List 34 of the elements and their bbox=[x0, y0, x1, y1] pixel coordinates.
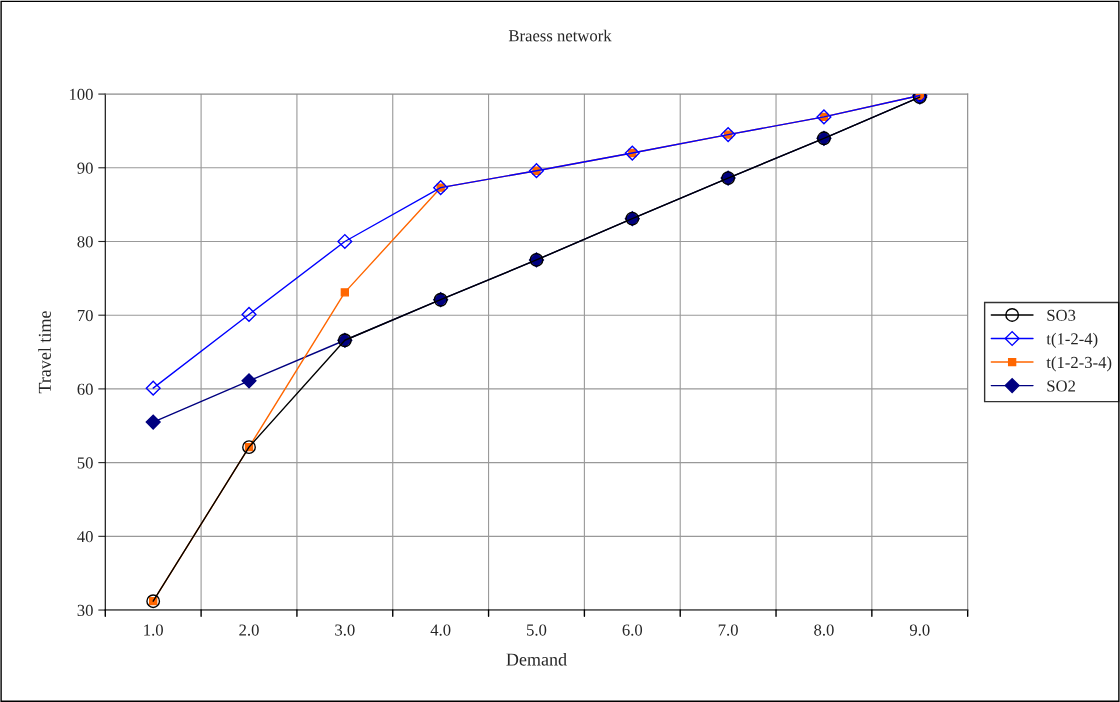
point bbox=[340, 288, 350, 297]
point bbox=[433, 180, 449, 196]
x-tick-label: 3.0 bbox=[335, 624, 355, 636]
x-tick-label: 8.0 bbox=[814, 624, 834, 636]
y-tick-label: 50 bbox=[77, 457, 93, 469]
x-tick-label: 7.0 bbox=[718, 624, 738, 636]
point bbox=[624, 145, 640, 161]
x-tick-label: 1.0 bbox=[144, 624, 163, 636]
legend-label: SO2 bbox=[1047, 380, 1076, 392]
point bbox=[241, 373, 257, 389]
point bbox=[241, 306, 257, 323]
x-tick-label: 5.0 bbox=[527, 624, 547, 636]
y-tick-label: 30 bbox=[77, 604, 93, 616]
y-tick-label: 40 bbox=[77, 531, 93, 543]
y-tick-label: 80 bbox=[77, 236, 93, 248]
y-tick-label: 70 bbox=[77, 309, 93, 322]
x-tick-label: 2.0 bbox=[239, 624, 259, 636]
legend-label: t(1-2-4) bbox=[1046, 332, 1098, 348]
x-tick-label: 4.0 bbox=[430, 624, 451, 636]
x-tick-label: 9.0 bbox=[909, 624, 930, 636]
x-tick-label: 6.0 bbox=[622, 624, 643, 636]
legend-label: t(1-2-3-4) bbox=[1046, 356, 1112, 372]
chart-title: Braess network bbox=[508, 29, 612, 42]
y-tick-label: 90 bbox=[77, 162, 93, 174]
y-axis-title: Travel time bbox=[38, 311, 51, 394]
point bbox=[720, 127, 736, 143]
point bbox=[528, 163, 545, 179]
point bbox=[145, 414, 161, 430]
x-axis-title: Demand bbox=[506, 652, 567, 666]
y-tick-label: 60 bbox=[77, 383, 93, 395]
point bbox=[145, 380, 161, 396]
y-tick-label: 100 bbox=[69, 88, 93, 101]
legend-label: SO3 bbox=[1047, 309, 1076, 321]
point bbox=[337, 233, 353, 250]
